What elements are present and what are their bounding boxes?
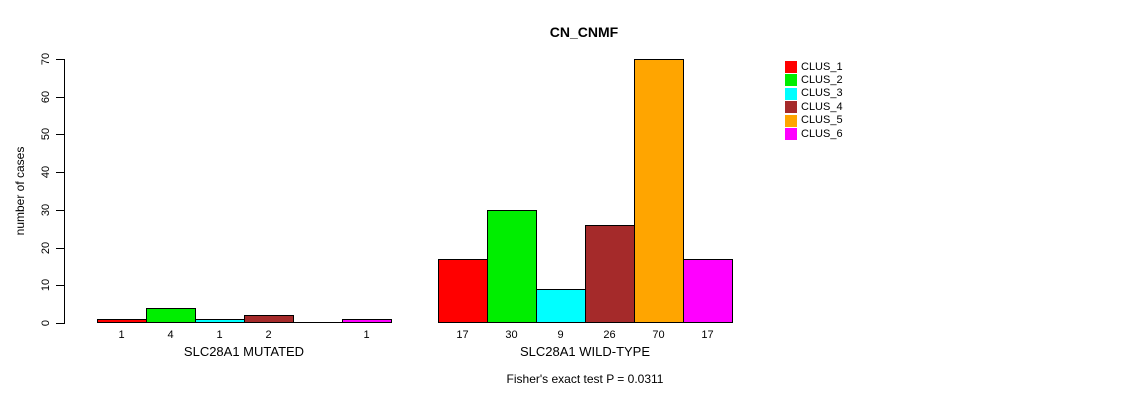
y-tick-label: 50 xyxy=(40,128,52,141)
legend-swatch xyxy=(785,87,797,100)
bar xyxy=(438,259,488,323)
y-tick-label: 30 xyxy=(40,203,52,216)
y-tick-label: 40 xyxy=(40,166,52,179)
bar-count-label: 26 xyxy=(603,329,616,341)
bar xyxy=(536,289,586,323)
bar-count-label: 1 xyxy=(216,329,223,341)
bar xyxy=(195,319,245,323)
bar-count-label: 17 xyxy=(701,329,714,341)
bar xyxy=(487,210,537,323)
bar xyxy=(244,315,294,323)
group-label: SLC28A1 MUTATED xyxy=(183,344,305,359)
y-tick-mark xyxy=(56,209,64,211)
bar-count-label: 1 xyxy=(118,329,125,341)
y-axis-label: number of cases xyxy=(13,146,27,236)
footnote-pvalue: Fisher's exact test P = 0.0311 xyxy=(506,372,664,386)
chart-title: CN_CNMF xyxy=(549,24,619,40)
legend-entry-label: CLUS_6 xyxy=(801,127,843,140)
legend-entry-label: CLUS_5 xyxy=(801,114,843,127)
group-label: SLC28A1 WILD-TYPE xyxy=(519,344,651,359)
y-tick-mark xyxy=(56,59,64,60)
legend-swatch xyxy=(785,101,797,114)
bar-count-label: 30 xyxy=(505,329,518,341)
bar xyxy=(683,259,733,323)
y-axis-line xyxy=(64,59,65,324)
y-tick-label: 10 xyxy=(40,279,52,292)
y-tick-mark xyxy=(56,96,64,98)
y-tick-mark xyxy=(56,134,64,136)
bar-count-label: 70 xyxy=(652,329,665,341)
legend-swatch xyxy=(785,74,797,87)
bar xyxy=(97,319,147,323)
bar xyxy=(146,308,196,323)
bar-count-label: 4 xyxy=(167,329,174,341)
bar-count-label: 17 xyxy=(456,329,469,341)
zero-bar xyxy=(293,322,343,323)
legend-swatch xyxy=(785,114,797,127)
legend-entry-label: CLUS_2 xyxy=(801,73,843,86)
y-tick-mark xyxy=(56,172,64,174)
legend-swatch xyxy=(785,61,797,73)
bar xyxy=(342,319,392,323)
y-tick-label: 20 xyxy=(40,241,52,254)
y-tick-mark xyxy=(56,247,64,249)
bar xyxy=(634,59,684,323)
y-tick-label: 60 xyxy=(40,90,52,103)
legend-entry-label: CLUS_4 xyxy=(801,100,843,113)
bar-count-label: 1 xyxy=(363,329,370,341)
legend-entry-label: CLUS_1 xyxy=(801,60,843,73)
legend-entry-label: CLUS_3 xyxy=(801,87,843,100)
bar-count-label: 9 xyxy=(557,329,564,341)
bar xyxy=(585,225,635,323)
y-tick-mark xyxy=(56,285,64,287)
y-tick-label: 0 xyxy=(40,319,52,327)
legend-swatch xyxy=(785,128,797,140)
bar-count-label: 2 xyxy=(265,329,272,341)
y-tick-mark xyxy=(56,323,64,324)
y-tick-label: 70 xyxy=(40,52,52,66)
